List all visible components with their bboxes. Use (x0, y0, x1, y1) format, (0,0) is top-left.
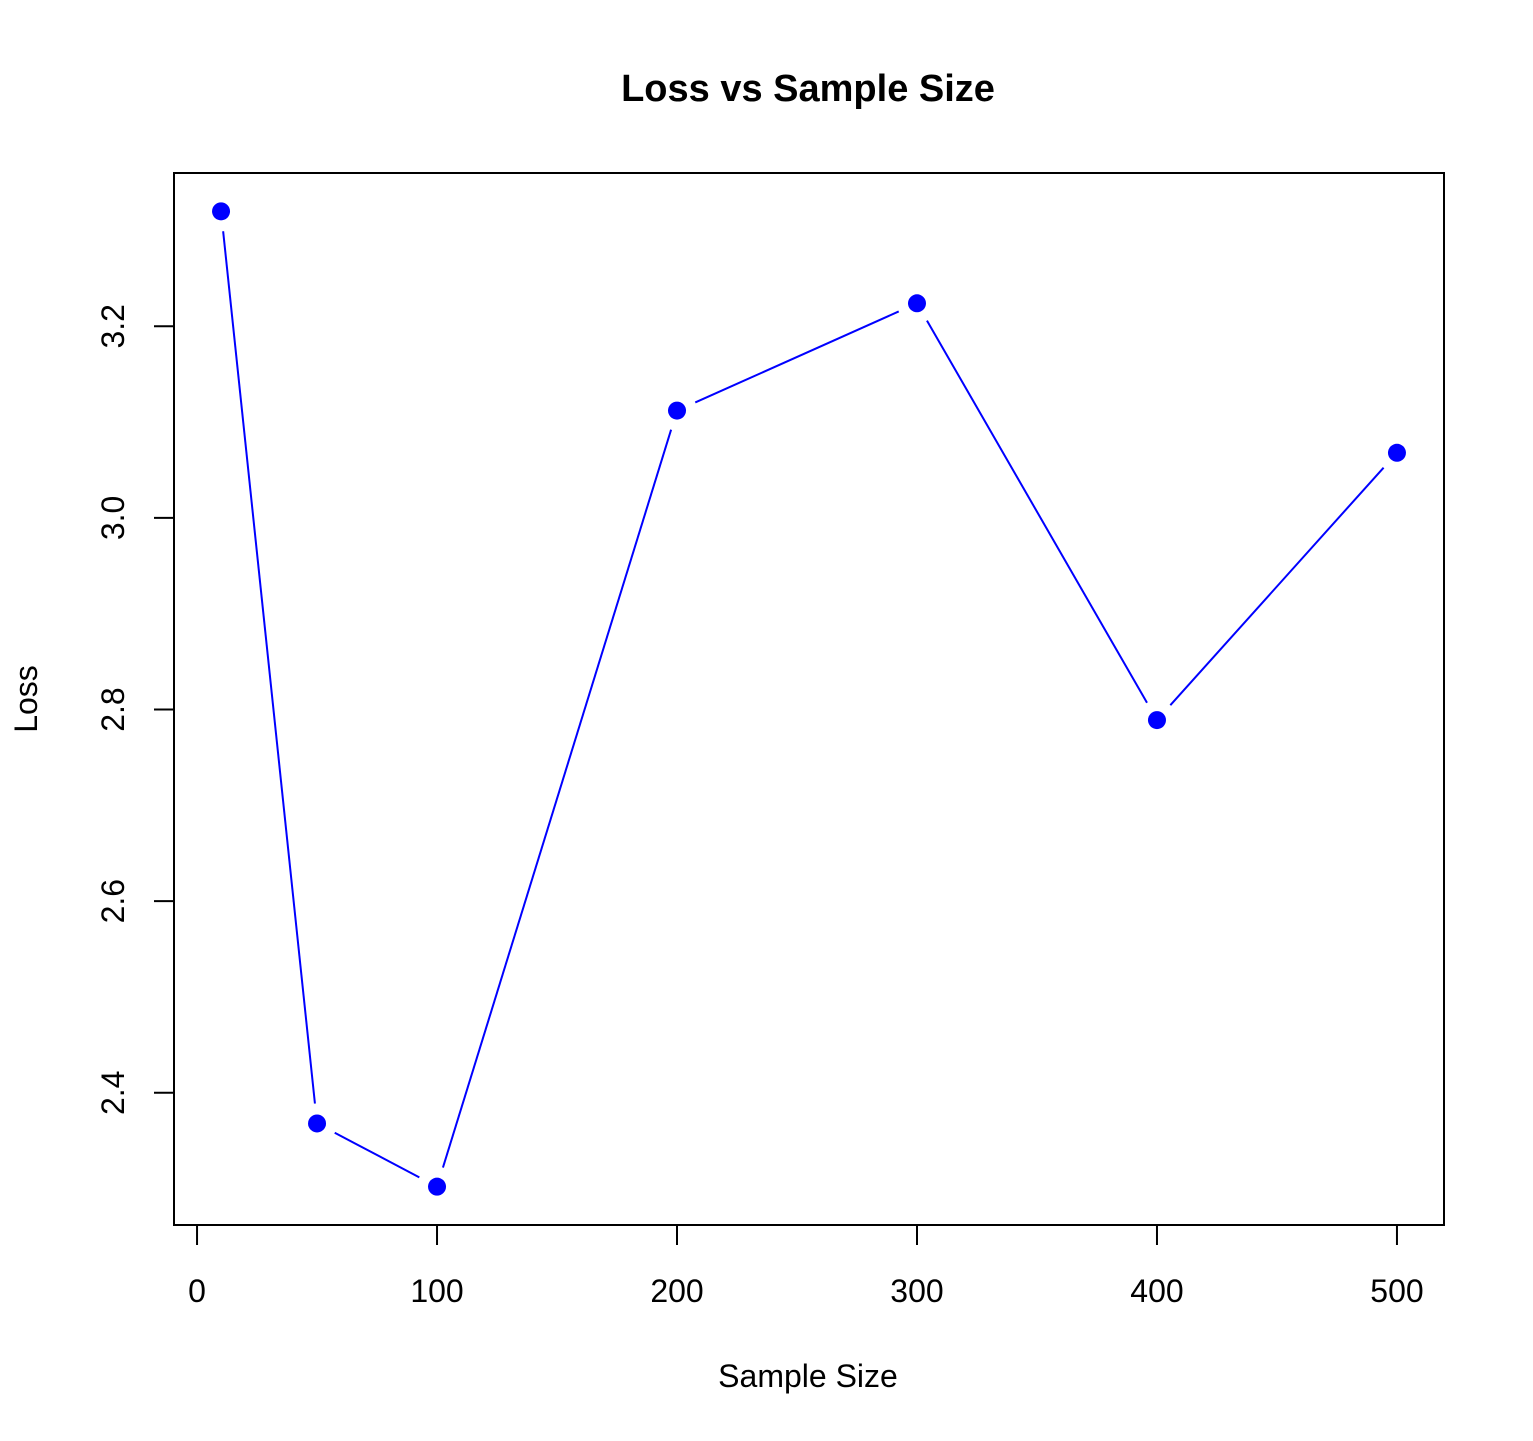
data-point (212, 202, 231, 221)
data-point (308, 1114, 327, 1133)
data-point (1387, 443, 1406, 462)
x-tick-label: 500 (1370, 1273, 1423, 1309)
y-tick-label: 2.6 (95, 879, 131, 923)
series-points (212, 202, 1406, 1196)
y-tick-label: 3.0 (95, 496, 131, 540)
y-axis: 2.4 2.6 2.8 3.0 3.2 (95, 304, 175, 1115)
data-point (907, 294, 926, 313)
data-point (1147, 711, 1166, 730)
series-line-segment (694, 310, 900, 404)
series-line-segment (1169, 466, 1385, 706)
series-line (222, 231, 1385, 1179)
x-tick-label: 100 (410, 1273, 463, 1309)
data-point (668, 401, 687, 420)
x-axis: 0 100 200 300 400 500 (188, 1224, 1424, 1309)
series-line-segment (222, 231, 316, 1104)
y-tick-label: 2.4 (95, 1071, 131, 1115)
series-line-segment (441, 429, 673, 1168)
y-axis-label: Loss (8, 665, 44, 733)
y-tick-label: 2.8 (95, 687, 131, 731)
x-tick-label: 200 (650, 1273, 703, 1309)
chart-title: Loss vs Sample Size (621, 68, 995, 110)
series-line-segment (926, 320, 1148, 704)
series-line-segment (334, 1131, 420, 1179)
x-tick-label: 400 (1130, 1273, 1183, 1309)
y-tick-label: 3.2 (95, 304, 131, 348)
data-point (428, 1177, 447, 1196)
x-tick-label: 300 (890, 1273, 943, 1309)
x-tick-label: 0 (188, 1273, 206, 1309)
x-axis-label: Sample Size (718, 1358, 898, 1394)
